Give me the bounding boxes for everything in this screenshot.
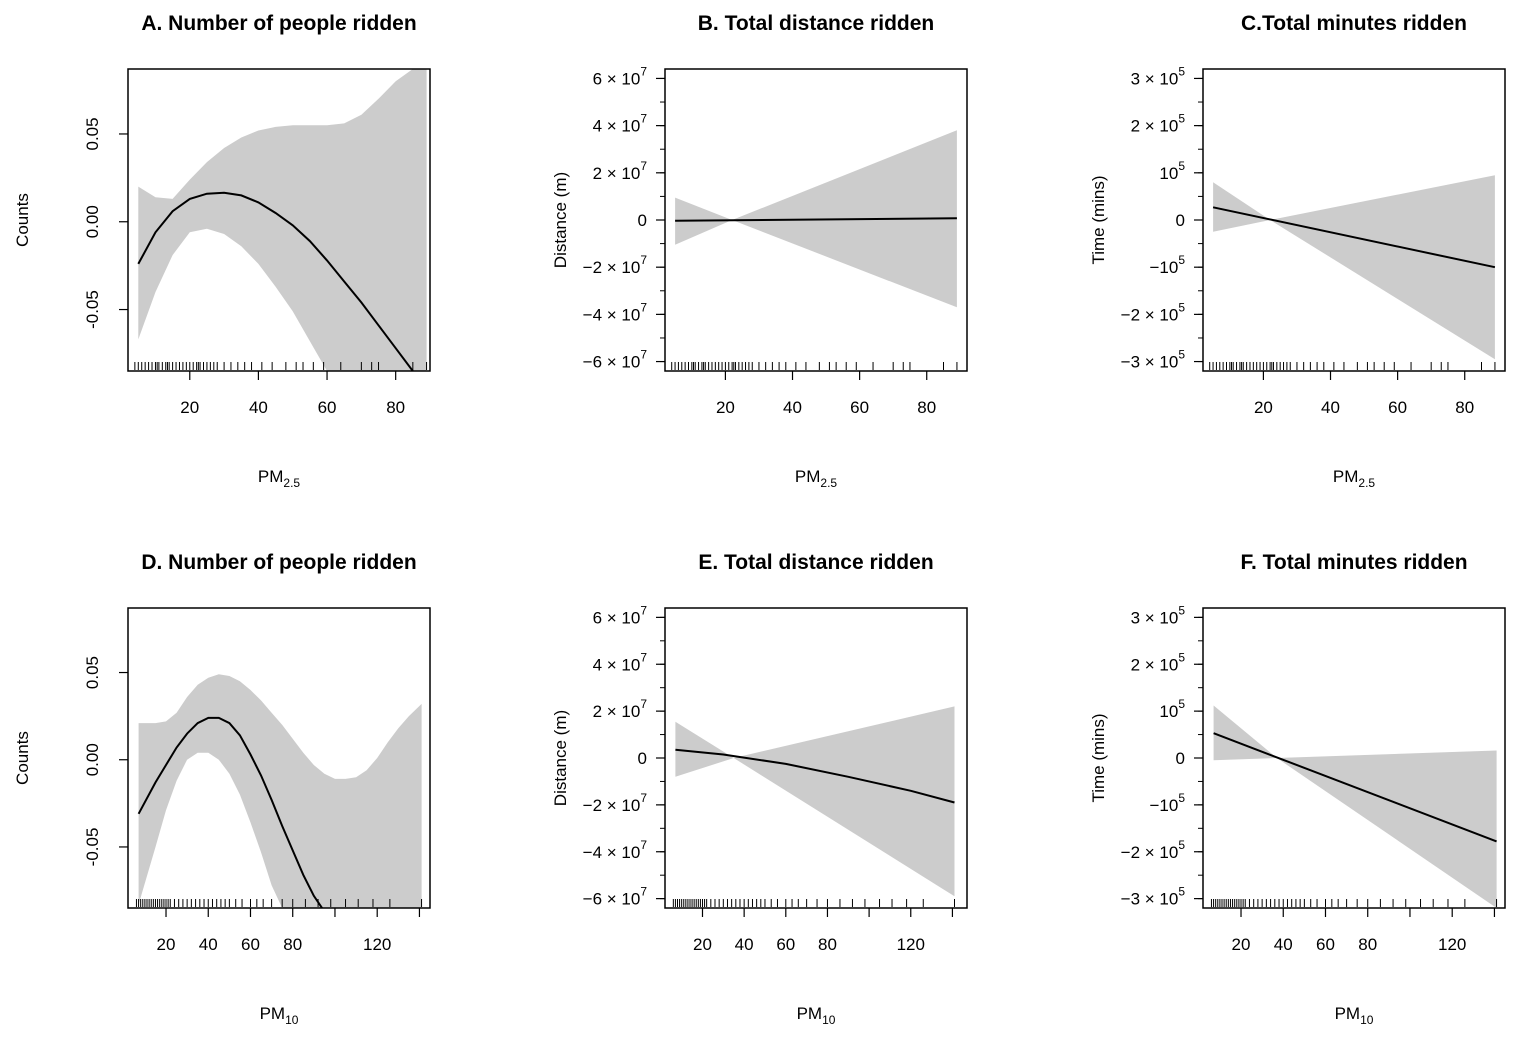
y-axis-label: Counts bbox=[13, 731, 32, 785]
x-axis-label: PM10 bbox=[1335, 1004, 1374, 1027]
chart-title: A. Number of people ridden bbox=[141, 12, 416, 35]
y-tick-label: −4 × 107 bbox=[583, 838, 648, 862]
confidence-band bbox=[138, 69, 427, 371]
x-tick-label: 20 bbox=[1232, 935, 1251, 954]
confidence-band bbox=[675, 706, 955, 897]
y-tick-label: 2 × 107 bbox=[593, 697, 648, 721]
x-tick-label: 120 bbox=[1438, 935, 1466, 954]
x-tick-label: 20 bbox=[716, 398, 735, 417]
y-tick-label: −2 × 107 bbox=[583, 791, 648, 815]
y-tick-label: 3 × 105 bbox=[1131, 64, 1186, 88]
x-tick-label: 40 bbox=[735, 935, 754, 954]
chart-title: F. Total minutes ridden bbox=[1240, 551, 1467, 574]
fit-line bbox=[1213, 732, 1497, 843]
y-tick-label: −2 × 105 bbox=[1121, 300, 1186, 324]
y-tick-label: 2 × 105 bbox=[1131, 112, 1186, 136]
chart-title: E. Total distance ridden bbox=[698, 551, 933, 574]
fit-line bbox=[675, 217, 957, 222]
y-tick-label: 6 × 107 bbox=[593, 603, 648, 627]
panel-B: B. Total distance ridden 20 40 60 80 6 × 107 4… bbox=[551, 12, 968, 490]
x-tick-label: 60 bbox=[318, 398, 337, 417]
x-tick-label: 60 bbox=[850, 398, 869, 417]
confidence-band bbox=[138, 674, 422, 908]
x-axis-label: PM2.5 bbox=[1333, 467, 1376, 490]
y-tick-label: 0 bbox=[638, 749, 647, 768]
y-tick-label: 0 bbox=[638, 211, 647, 230]
y-tick-label: −6 × 107 bbox=[583, 348, 648, 372]
x-tick-label: 60 bbox=[1316, 935, 1335, 954]
y-tick-label: -0.05 bbox=[83, 290, 102, 329]
x-tick-label: 60 bbox=[241, 935, 260, 954]
panel-E: E. Total distance ridden 20 40 60 80 120 6 × 1… bbox=[551, 551, 968, 1027]
x-tick-label: 40 bbox=[1321, 398, 1340, 417]
y-tick-label: 0.05 bbox=[83, 656, 102, 689]
fit-line bbox=[675, 748, 955, 804]
chart-title: D. Number of people ridden bbox=[141, 551, 416, 574]
y-tick-label: 0.00 bbox=[83, 205, 102, 238]
x-tick-label: 20 bbox=[1254, 398, 1273, 417]
fit-line bbox=[137, 191, 414, 371]
x-tick-label: 80 bbox=[917, 398, 936, 417]
y-tick-label: -0.05 bbox=[83, 828, 102, 867]
y-axis-label: Distance (m) bbox=[551, 172, 570, 268]
y-tick-label: 4 × 107 bbox=[593, 650, 648, 674]
x-tick-label: 60 bbox=[776, 935, 795, 954]
x-tick-label: 40 bbox=[783, 398, 802, 417]
y-axis-label: Distance (m) bbox=[551, 710, 570, 806]
confidence-band bbox=[1213, 175, 1495, 360]
chart-title: C.Total minutes ridden bbox=[1241, 12, 1467, 35]
y-tick-label: −3 × 105 bbox=[1121, 885, 1186, 909]
x-tick-label: 80 bbox=[386, 398, 405, 417]
x-axis-label: PM2.5 bbox=[258, 467, 301, 490]
panel-D: D. Number of people ridden 20 40 60 80 120 0.0… bbox=[13, 551, 431, 1027]
y-tick-label: 2 × 105 bbox=[1131, 650, 1186, 674]
y-tick-label: −6 × 107 bbox=[583, 885, 648, 909]
x-tick-label: 120 bbox=[897, 935, 925, 954]
y-tick-label: 105 bbox=[1159, 159, 1185, 183]
x-axis-label: PM2.5 bbox=[795, 467, 838, 490]
x-tick-label: 80 bbox=[1455, 398, 1474, 417]
panel-A: A. Number of people ridden 20 40 60 80 0.05 0.… bbox=[13, 12, 431, 490]
fit-line bbox=[1212, 206, 1496, 269]
y-tick-label: 105 bbox=[1159, 697, 1185, 721]
y-tick-label: 0.05 bbox=[83, 117, 102, 150]
y-tick-label: 0 bbox=[1176, 749, 1185, 768]
y-tick-label: 0.00 bbox=[83, 743, 102, 776]
x-tick-label: 20 bbox=[693, 935, 712, 954]
fit-line bbox=[137, 716, 324, 908]
x-tick-label: 80 bbox=[818, 935, 837, 954]
x-tick-label: 120 bbox=[363, 935, 391, 954]
plot-frame bbox=[127, 607, 431, 909]
y-tick-label: −2 × 105 bbox=[1121, 838, 1186, 862]
panel-F: F. Total minutes ridden 20 40 60 80 120 3 × 10… bbox=[1089, 551, 1506, 1027]
y-tick-label: −3 × 105 bbox=[1121, 348, 1186, 372]
y-tick-label: −2 × 107 bbox=[583, 253, 648, 277]
x-tick-label: 20 bbox=[157, 935, 176, 954]
x-tick-label: 40 bbox=[249, 398, 268, 417]
panel-C: C.Total minutes ridden 20 40 60 80 3 × 105 2 ×… bbox=[1089, 12, 1506, 490]
y-tick-label: −4 × 107 bbox=[583, 300, 648, 324]
y-axis-label: Counts bbox=[13, 193, 32, 247]
x-tick-label: 60 bbox=[1388, 398, 1407, 417]
x-tick-label: 40 bbox=[199, 935, 218, 954]
x-axis-label: PM10 bbox=[797, 1004, 836, 1027]
y-tick-label: 0 bbox=[1176, 211, 1185, 230]
confidence-band bbox=[1213, 705, 1497, 908]
x-tick-label: 20 bbox=[180, 398, 199, 417]
y-tick-label: 6 × 107 bbox=[593, 64, 648, 88]
x-tick-label: 80 bbox=[1358, 935, 1377, 954]
y-tick-label: −105 bbox=[1149, 791, 1185, 815]
x-axis-label: PM10 bbox=[260, 1004, 299, 1027]
y-tick-label: −105 bbox=[1149, 253, 1185, 277]
plot-frame bbox=[127, 68, 431, 372]
y-axis-label: Time (mins) bbox=[1089, 175, 1108, 264]
y-tick-label: 2 × 107 bbox=[593, 159, 648, 183]
y-tick-label: 4 × 107 bbox=[593, 112, 648, 136]
y-tick-label: 3 × 105 bbox=[1131, 603, 1186, 627]
y-axis-label: Time (mins) bbox=[1089, 713, 1108, 802]
chart-title: B. Total distance ridden bbox=[698, 12, 934, 35]
x-tick-label: 40 bbox=[1274, 935, 1293, 954]
x-tick-label: 80 bbox=[283, 935, 302, 954]
